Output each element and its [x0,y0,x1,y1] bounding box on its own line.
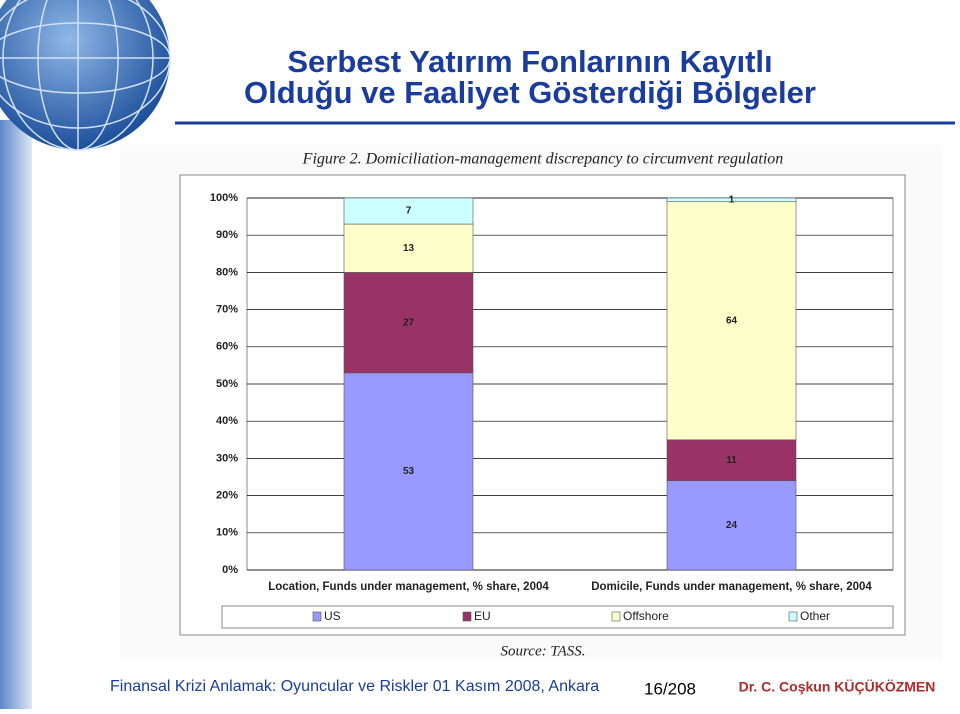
bar-segment [343,272,474,374]
page-number: 16/208 [644,679,696,698]
legend-label: US [324,609,341,623]
slide-title: Serbest Yatırım Fonlarının Kayıtlı [287,44,772,79]
legend-swatch [312,611,322,622]
value-label: 64 [726,315,738,326]
value-label: 13 [403,243,415,254]
bar-segment [666,480,797,571]
y-tick-label: 90% [216,229,238,241]
legend-label: EU [474,609,491,623]
value-label: 1 [729,195,735,206]
legend-swatch [611,611,621,622]
y-tick-label: 100% [210,192,238,204]
value-label: 11 [726,455,737,466]
legend-box [221,605,894,629]
legend-label: Other [800,609,830,623]
side-strip [0,120,32,709]
value-label: 53 [403,466,415,477]
legend-swatch [462,611,472,622]
chart-source: Source: TASS. [501,643,586,659]
y-tick-label: 10% [216,527,238,539]
y-tick-label: 0% [222,564,238,576]
y-tick-label: 50% [216,378,238,390]
x-tick-label: Domicile, Funds under management, % shar… [591,581,872,593]
legend-label: Offshore [623,609,669,623]
x-tick-label: Location, Funds under management, % shar… [268,581,549,593]
bar-segment [666,197,797,203]
chart-title: Figure 2. Domiciliation-management discr… [302,151,784,168]
value-label: 27 [403,317,415,328]
bar-segment [666,439,797,482]
y-tick-label: 40% [216,415,238,427]
bar-segment [343,372,474,571]
bar-segment [343,223,474,273]
y-tick-label: 30% [216,452,238,464]
globe [0,0,170,150]
bar-segment [666,201,797,441]
value-label: 24 [726,520,738,531]
y-tick-label: 80% [216,266,238,278]
slide-title: Olduğu ve Faaliyet Gösterdiği Bölgeler [244,75,816,110]
author: Dr. C. Coşkun KÜÇÜKÖZMEN [739,679,936,695]
legend-swatch [788,611,798,622]
globe-grid [0,0,171,151]
bar-segment [343,197,474,225]
y-tick-label: 70% [216,304,238,316]
y-tick-label: 20% [216,490,238,502]
y-tick-label: 60% [216,341,238,353]
footer: Finansal Krizi Anlamak: Oyuncular ve Ris… [110,678,599,695]
value-label: 7 [406,206,412,217]
